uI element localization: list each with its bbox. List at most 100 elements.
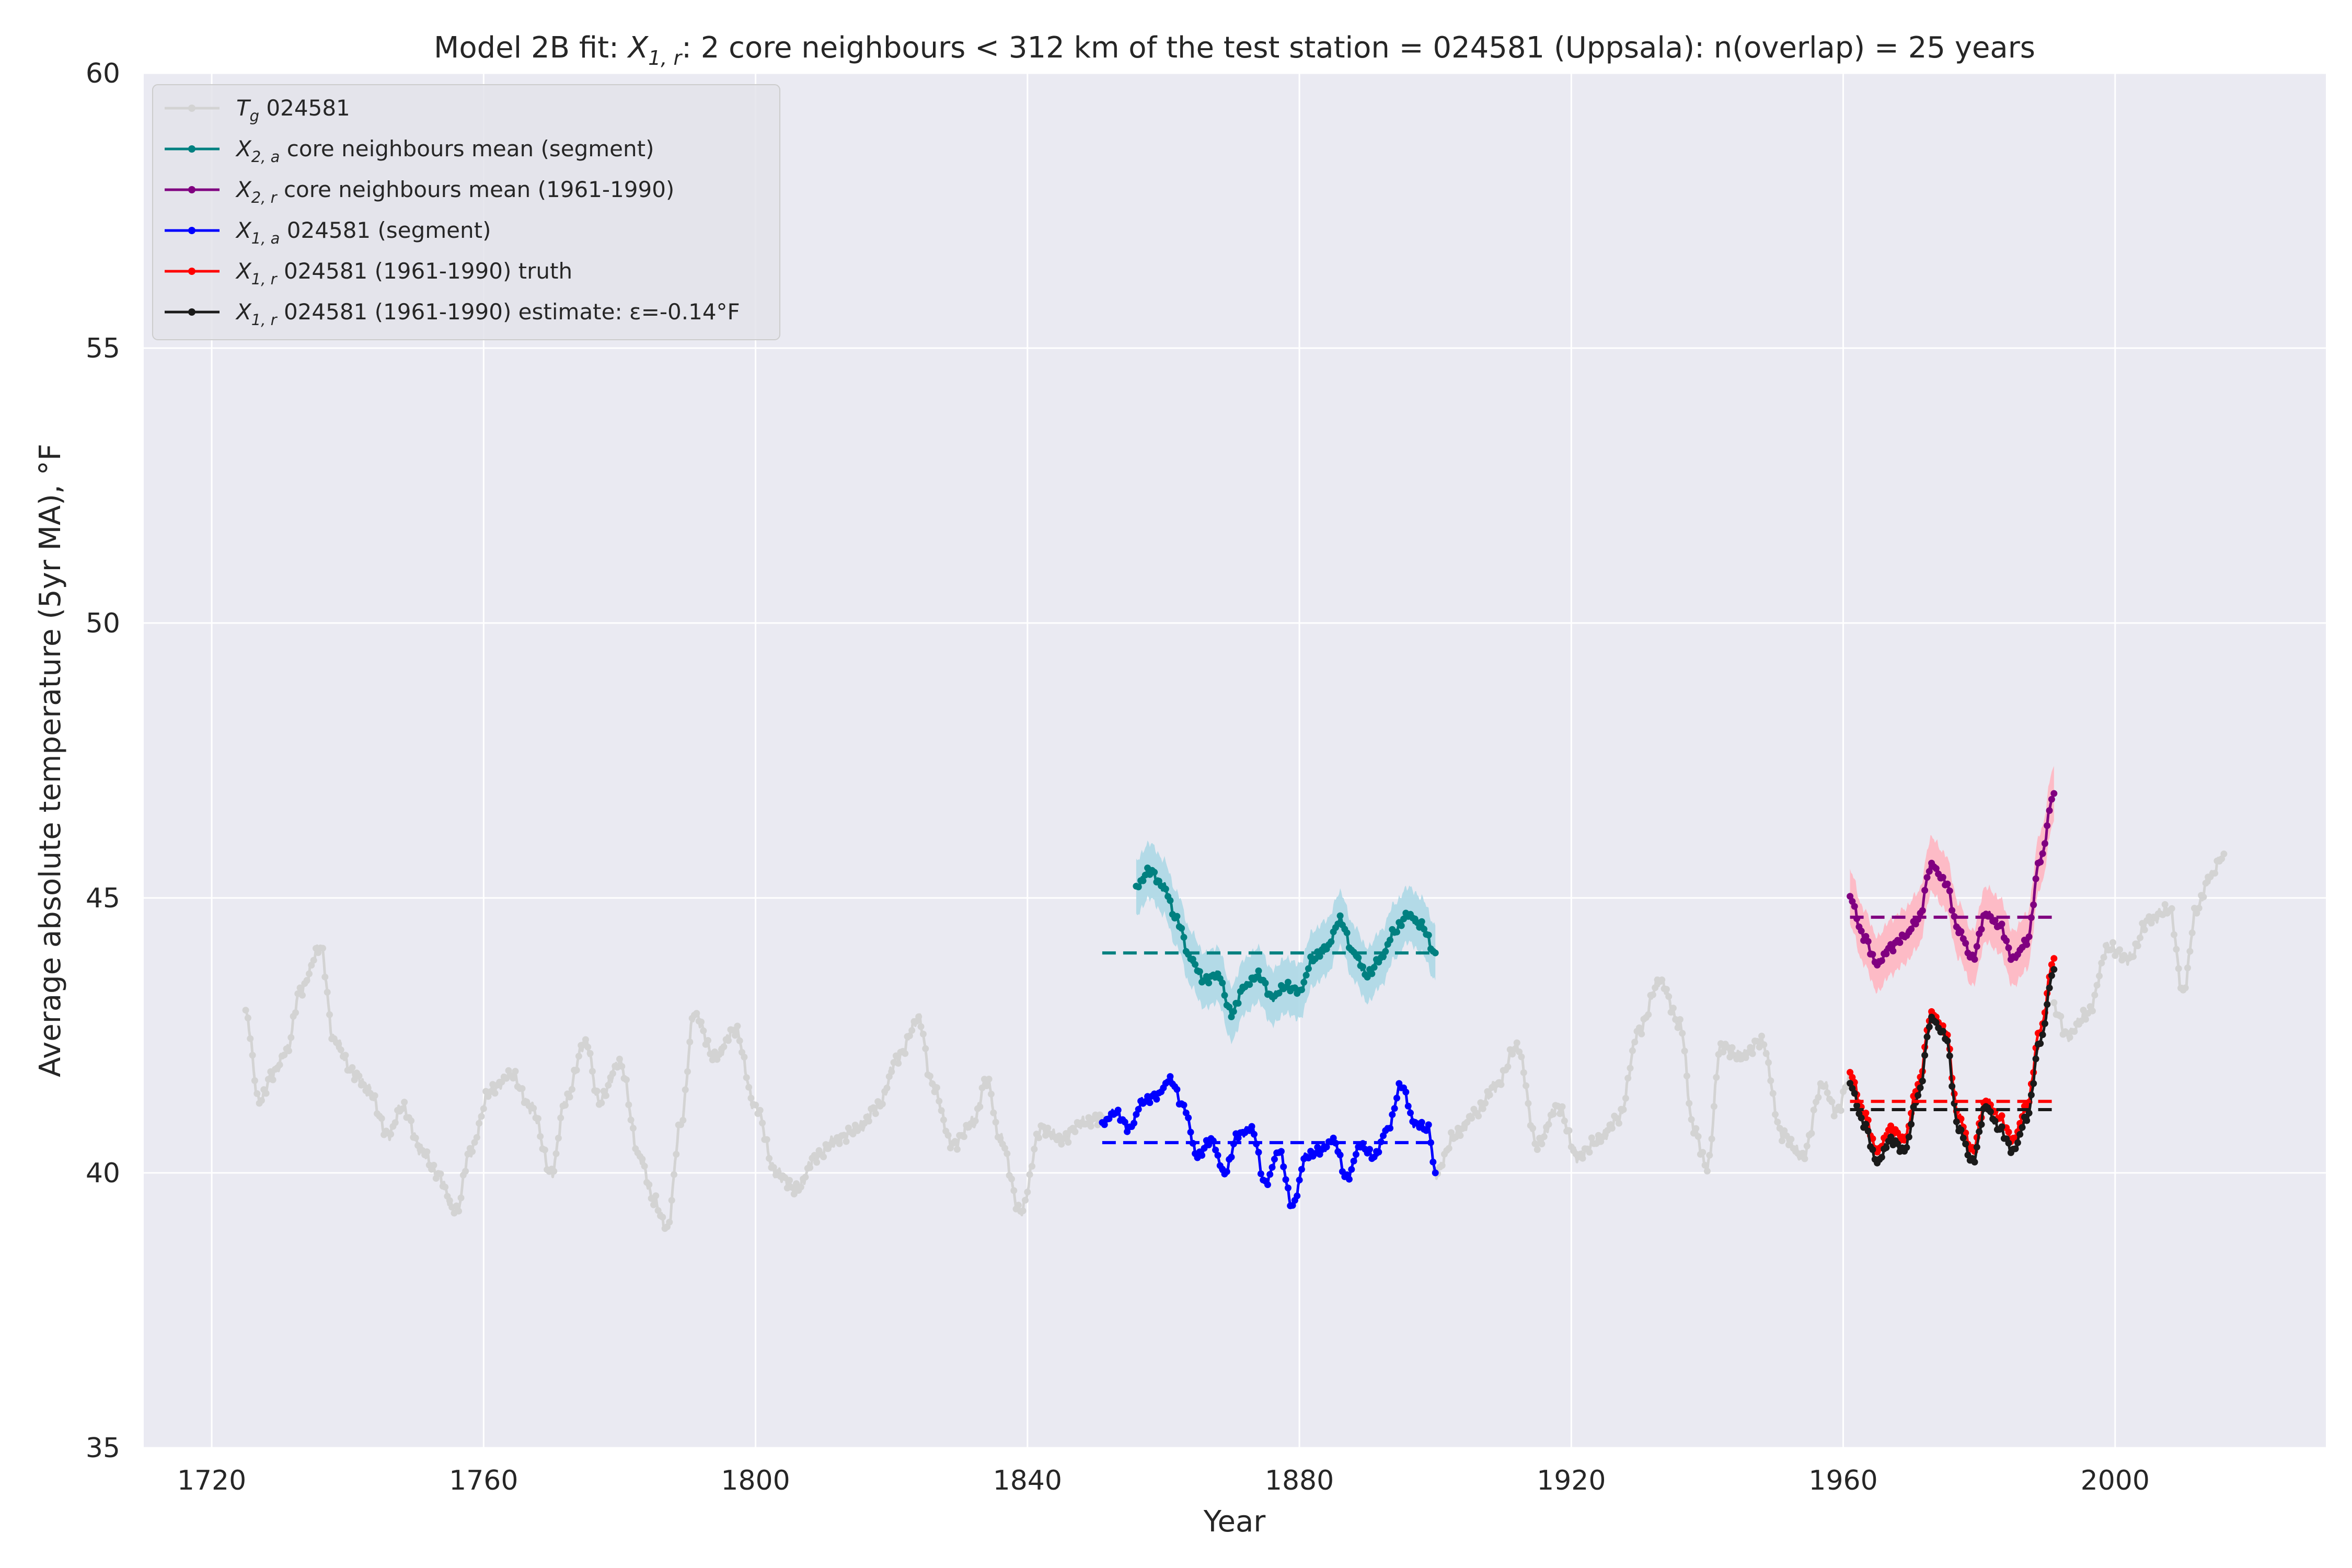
legend-label-symbol: X xyxy=(235,177,252,202)
series-0-point xyxy=(915,1013,923,1020)
legend-label-text: 024581 (1961-1990) estimate: ε=-0.14°F xyxy=(277,299,740,325)
y-axis-label: Average absolute temperature (5yr MA), °… xyxy=(33,444,67,1077)
series-3-point xyxy=(1323,1144,1330,1150)
series-0-point xyxy=(360,1081,367,1088)
series-5-point xyxy=(1973,1144,1980,1151)
series-0-point xyxy=(1531,1140,1539,1147)
legend-label-subscript: 1, a xyxy=(251,229,280,247)
x-tick-labels: 1720 1760 1800 1840 1880 1920 1960 2000 xyxy=(177,1465,2150,1496)
series-0-point xyxy=(2096,972,2103,979)
x-tick-label: 2000 xyxy=(2081,1465,2150,1496)
series-5-point xyxy=(1932,1019,1940,1026)
series-5-point xyxy=(2044,1001,2051,1008)
series-3-point xyxy=(1427,1139,1434,1146)
series-0-point xyxy=(269,1076,276,1083)
series-2-point xyxy=(1932,865,1940,872)
series-0-point xyxy=(745,1083,753,1091)
x-tick-label: 1760 xyxy=(449,1465,518,1496)
series-0-point xyxy=(1674,1024,1681,1031)
series-0-point xyxy=(944,1132,952,1139)
series-0-point xyxy=(883,1085,891,1092)
series-0-point xyxy=(763,1136,770,1143)
series-0-point xyxy=(1060,1135,1067,1142)
series-0-point xyxy=(1627,1065,1634,1072)
series-0-point xyxy=(2107,946,2114,953)
series-5-point xyxy=(1971,1158,1978,1166)
series-0-point xyxy=(1026,1171,1033,1178)
series-0-point xyxy=(453,1202,460,1209)
legend-label-subscript: 2, r xyxy=(251,189,278,206)
series-0-point xyxy=(1638,1030,1645,1037)
series-0-point xyxy=(582,1036,589,1043)
series-0-point xyxy=(462,1168,469,1175)
series-0-point xyxy=(2171,931,2177,938)
series-0-point xyxy=(1629,1047,1636,1054)
series-5-point xyxy=(1851,1090,1858,1097)
series-3-point xyxy=(1167,1073,1174,1080)
series-2-point xyxy=(1896,939,1904,946)
legend-label-symbol: X xyxy=(235,258,252,284)
series-0-point xyxy=(442,1183,449,1191)
series-3-point xyxy=(1418,1119,1425,1126)
series-0-point xyxy=(1504,1063,1512,1070)
legend-swatch-marker xyxy=(188,186,195,193)
series-2-point xyxy=(1869,951,1876,958)
series-0-point xyxy=(802,1173,809,1181)
series-3-point xyxy=(1425,1121,1432,1128)
series-0-point xyxy=(922,1045,929,1052)
series-0-point xyxy=(2202,880,2209,887)
series-0-point xyxy=(1022,1196,1029,1204)
series-0-point xyxy=(1676,1016,1684,1023)
series-0-point xyxy=(2211,870,2219,877)
series-5-point xyxy=(2005,1139,2012,1147)
series-0-point xyxy=(2130,953,2137,960)
series-1-point xyxy=(1219,979,1226,987)
series-0-point xyxy=(1645,1011,1652,1018)
series-2-point xyxy=(1944,880,1951,887)
series-3-point xyxy=(1402,1088,1410,1096)
series-3-point xyxy=(1264,1181,1271,1189)
series-3-point xyxy=(1282,1176,1289,1183)
series-5-point xyxy=(1946,1052,1953,1059)
series-2-point xyxy=(1883,950,1890,958)
series-3-point xyxy=(1389,1111,1396,1118)
series-3-point xyxy=(1345,1175,1353,1183)
series-0-point xyxy=(1799,1150,1806,1157)
series-0-point xyxy=(1518,1053,1525,1060)
series-5-point xyxy=(1926,1023,1933,1031)
mean-lines xyxy=(1102,915,2054,1145)
series-0-point xyxy=(287,1034,295,1041)
series-0-point xyxy=(888,1068,895,1075)
series-0-point xyxy=(1520,1069,1527,1076)
y-tick-label: 55 xyxy=(86,333,120,364)
series-4-point xyxy=(2050,955,2058,962)
series-2-point xyxy=(2050,790,2058,797)
series-0-point xyxy=(985,1076,993,1083)
series-0-point xyxy=(335,1040,342,1047)
series-3-point xyxy=(1423,1127,1430,1134)
series-0-point xyxy=(1769,1090,1777,1097)
series-0-point xyxy=(568,1086,575,1093)
chart-title: Model 2B fit: X1, r: 2 core neighbours <… xyxy=(434,31,2035,70)
series-0-point xyxy=(1615,1120,1622,1127)
series-0-point xyxy=(933,1084,940,1091)
series-0-point xyxy=(534,1115,541,1122)
series-5-point xyxy=(1853,1102,1861,1109)
series-0-point xyxy=(530,1104,537,1112)
series-3-point xyxy=(1280,1163,1287,1170)
series-0-point xyxy=(1457,1132,1464,1139)
series-3-point xyxy=(1294,1192,1301,1200)
series-1-point xyxy=(1151,869,1158,876)
series-3-point xyxy=(1114,1106,1122,1114)
series-0-point xyxy=(455,1207,463,1215)
series-0-point xyxy=(321,973,329,981)
series-2-point xyxy=(1953,923,1960,930)
series-0-point xyxy=(430,1161,437,1169)
series-3-point xyxy=(1336,1151,1344,1159)
series-0-point xyxy=(622,1076,630,1083)
legend-swatch-marker xyxy=(188,227,195,234)
y-tick-label: 50 xyxy=(86,608,120,639)
series-0-point xyxy=(1071,1128,1079,1135)
series-0-point xyxy=(976,1103,984,1110)
series-2-point xyxy=(1973,943,1980,950)
